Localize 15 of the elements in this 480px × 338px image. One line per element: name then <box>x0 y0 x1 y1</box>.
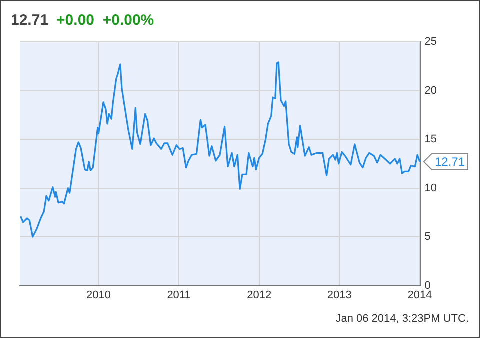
annotation: 12.71 <box>434 155 466 170</box>
y-tick-label: 0 <box>424 280 431 292</box>
y-tick-label: 10 <box>424 182 438 194</box>
y-tick-label: 5 <box>424 231 431 244</box>
x-tick-label: 2012 <box>247 289 272 302</box>
x-tick-label: 2014 <box>408 289 432 302</box>
x-tick-label: 2011 <box>167 289 191 302</box>
text: Jan 06 2014, 3:23PM UTC. <box>336 313 469 325</box>
y-tick-label: 20 <box>424 84 438 97</box>
x-tick-label: 2013 <box>327 289 352 302</box>
chart-title: 12.71 <box>11 12 49 29</box>
x-tick-label: 2010 <box>86 289 111 302</box>
chart-subtitle: +0.00 +0.00% <box>56 12 154 29</box>
y-tick-label: 15 <box>424 134 438 146</box>
y-tick-label: 25 <box>424 36 438 48</box>
